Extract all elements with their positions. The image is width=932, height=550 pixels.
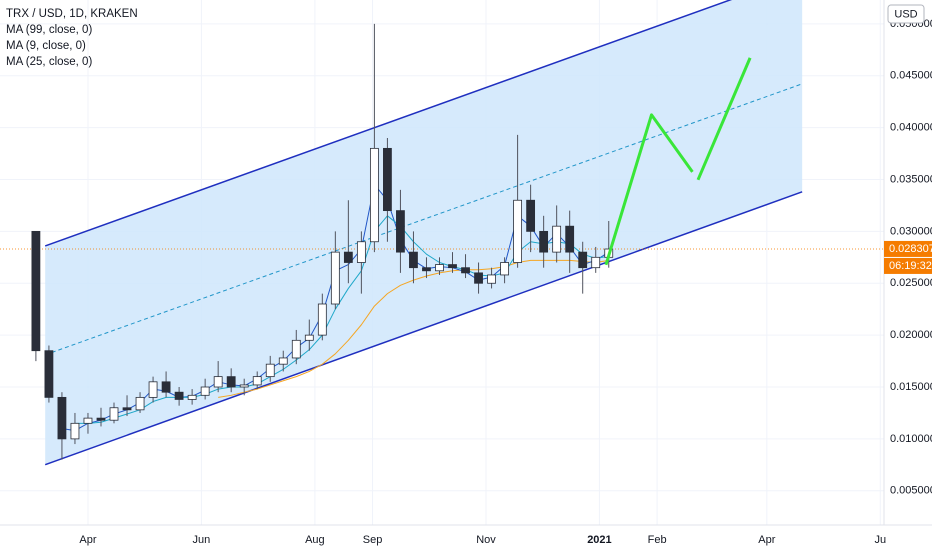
candle-body <box>591 256 601 269</box>
candle-body <box>317 303 327 336</box>
candle-body <box>578 251 588 269</box>
candle-body <box>291 339 301 359</box>
candle-body <box>239 384 249 388</box>
candle-body <box>513 199 523 263</box>
x-tick-label: Ju <box>874 534 886 546</box>
candle-body <box>109 407 119 421</box>
projection-line <box>604 113 694 266</box>
candle-body <box>552 225 562 253</box>
plot-area <box>0 0 884 525</box>
y-tick-label: 0.020000 <box>890 329 932 341</box>
y-tick-label: 0.035000 <box>890 173 932 185</box>
y-tick-label: 0.015000 <box>890 381 932 393</box>
candle-body <box>200 386 210 396</box>
projection-line <box>696 57 752 181</box>
legend-entry: MA (25, close, 0) <box>6 56 92 68</box>
x-tick-label: Jun <box>193 534 211 546</box>
candle-body <box>213 376 223 388</box>
y-tick-label: 0.010000 <box>890 433 932 445</box>
x-tick-label: Nov <box>476 534 496 546</box>
candle-body <box>70 422 80 440</box>
channel-upper <box>44 0 733 247</box>
candle-body <box>278 357 288 365</box>
candle-body <box>487 274 496 284</box>
candle-body <box>422 267 431 272</box>
x-tick-label: Aug <box>305 534 325 546</box>
x-tick-label: Sep <box>363 534 383 546</box>
y-tick-label: 0.045000 <box>890 70 932 82</box>
chart-title: TRX / USD, 1D, KRAKEN <box>6 8 138 20</box>
candle-body <box>96 417 106 421</box>
candle-body <box>383 147 392 212</box>
legend-entry: MA (99, close, 0) <box>6 24 92 36</box>
x-tick-label: Apr <box>758 534 775 546</box>
legend-entry: MA (9, close, 0) <box>6 40 86 52</box>
candle-body <box>356 241 366 263</box>
last-price-box <box>884 240 932 257</box>
candle-body <box>369 147 379 243</box>
candle-body <box>409 251 418 269</box>
candle-body <box>330 251 340 305</box>
candle-body <box>435 264 444 272</box>
candle-body <box>187 394 197 400</box>
candle-body <box>226 376 236 388</box>
candle-body <box>83 417 93 424</box>
y-tick-label: 0.040000 <box>890 122 932 134</box>
channel-fill <box>45 0 803 465</box>
candle-body <box>122 407 132 411</box>
candle-body <box>265 363 275 378</box>
x-tick-label: Feb <box>648 534 667 546</box>
countdown-box <box>884 257 932 274</box>
candle-body <box>474 272 483 284</box>
y-tick-label: 0.025000 <box>890 277 932 289</box>
candle-body <box>174 391 184 400</box>
candle-body <box>135 396 145 411</box>
candle-body <box>304 334 314 341</box>
currency-label[interactable]: USD <box>894 8 917 20</box>
currency-button[interactable] <box>887 4 925 24</box>
candle-body <box>343 251 353 263</box>
channel-middle <box>45 83 803 356</box>
candle-body <box>148 381 158 398</box>
candle-body <box>539 230 549 253</box>
candle-body <box>526 199 536 232</box>
candle-body <box>461 267 470 274</box>
y-tick-label: 0.030000 <box>890 225 932 237</box>
candle-body <box>565 225 575 253</box>
x-tick-label: 2021 <box>587 534 611 546</box>
last-price-label: 0.028307 <box>889 243 932 255</box>
x-tick-label: Apr <box>79 534 96 546</box>
candle-body <box>396 210 405 253</box>
candle-body <box>252 376 262 386</box>
channel-lower <box>44 191 803 466</box>
candle-body <box>161 381 171 393</box>
countdown-label: 06:19:32 <box>889 260 932 272</box>
candle-body <box>31 230 41 352</box>
candle-body <box>448 264 457 269</box>
candle-body <box>44 350 54 398</box>
candle-body <box>57 396 67 440</box>
candle-body <box>500 262 509 276</box>
y-tick-label: 0.005000 <box>890 485 932 497</box>
